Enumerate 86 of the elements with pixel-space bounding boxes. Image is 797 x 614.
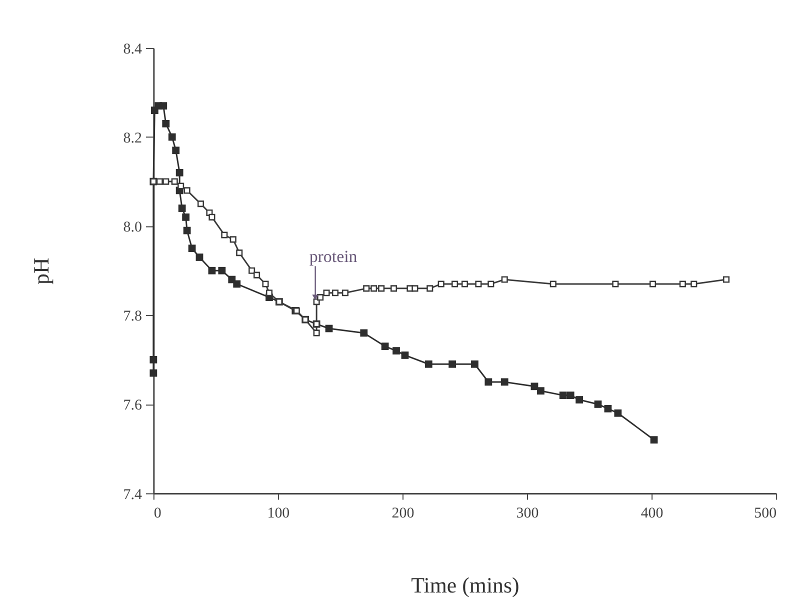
point <box>208 214 216 220</box>
point <box>182 213 190 221</box>
y-axis-title: pH <box>28 258 54 285</box>
point <box>325 324 333 332</box>
point <box>550 280 556 288</box>
point <box>679 280 686 288</box>
point <box>461 280 468 288</box>
point <box>233 280 241 288</box>
point <box>390 285 398 292</box>
point <box>253 272 260 278</box>
point <box>488 280 494 288</box>
y-tick-label: 8.0 <box>123 220 142 236</box>
point <box>559 392 567 399</box>
point <box>650 436 658 444</box>
point <box>412 285 418 292</box>
point <box>162 120 170 128</box>
x-tick-label: 300 <box>516 506 539 522</box>
point <box>168 133 176 141</box>
point <box>426 285 434 292</box>
point <box>162 178 170 185</box>
point <box>176 168 184 176</box>
point <box>313 330 320 336</box>
point <box>381 342 389 350</box>
point <box>317 294 324 301</box>
point <box>230 236 236 243</box>
point <box>604 404 612 412</box>
point <box>178 182 184 190</box>
y-tick-label: 7.6 <box>123 398 142 414</box>
point <box>208 266 216 274</box>
point <box>612 280 619 288</box>
point <box>156 178 163 185</box>
x-tick-label: 200 <box>392 506 414 522</box>
point <box>484 378 492 386</box>
point <box>150 369 158 377</box>
x-tick-label: 0 <box>154 506 162 522</box>
x-tick-label: 400 <box>640 506 664 522</box>
point <box>236 250 243 256</box>
point <box>221 232 228 238</box>
point <box>323 290 330 296</box>
point <box>160 102 168 110</box>
point <box>452 280 458 288</box>
point <box>537 387 544 395</box>
point <box>690 280 698 288</box>
point <box>566 392 574 399</box>
y-tick-label: 8.2 <box>123 130 142 146</box>
point <box>378 285 385 292</box>
y-tick-label: 8.4 <box>123 41 142 58</box>
point <box>475 280 482 288</box>
point <box>448 360 456 368</box>
point <box>722 276 730 283</box>
point <box>360 329 368 337</box>
point <box>438 280 444 288</box>
point <box>218 266 226 274</box>
point <box>171 178 178 185</box>
point <box>392 347 400 354</box>
x-axis-title: Time (mins) <box>411 572 520 598</box>
point <box>266 290 273 296</box>
point <box>370 285 378 292</box>
y-tick-label: 7.4 <box>123 486 142 503</box>
x-tick-label: 500 <box>754 506 777 522</box>
point <box>342 290 348 296</box>
x-tick-label: 100 <box>267 506 290 522</box>
point <box>172 146 180 154</box>
point <box>501 276 508 283</box>
point <box>196 254 204 261</box>
point <box>650 280 656 288</box>
point <box>197 200 204 208</box>
point <box>262 280 269 288</box>
point <box>424 360 432 368</box>
annotation: protein <box>309 247 358 266</box>
point <box>184 187 190 194</box>
point <box>183 226 191 234</box>
point <box>594 400 602 408</box>
point <box>363 285 370 292</box>
point <box>178 204 186 212</box>
point <box>471 360 478 368</box>
point <box>530 382 538 390</box>
point <box>188 244 196 252</box>
point <box>401 352 409 359</box>
point <box>150 356 158 364</box>
y-tick-label: 7.8 <box>123 308 142 325</box>
point <box>614 409 622 417</box>
point <box>576 396 584 404</box>
point <box>500 378 508 386</box>
point <box>332 290 339 296</box>
point <box>248 267 256 274</box>
